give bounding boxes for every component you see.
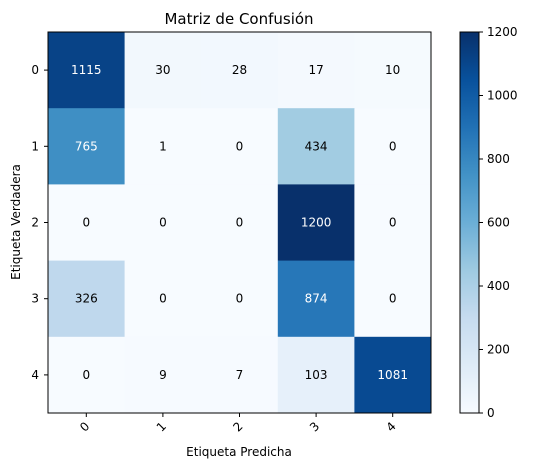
cell-value-label: 10 — [385, 63, 400, 77]
x-tick-label: 1 — [154, 419, 169, 434]
x-tick-label: 2 — [230, 419, 245, 434]
cell-value-label: 1081 — [377, 368, 408, 382]
heatmap-cell — [124, 336, 202, 414]
colorbar-tick-label: 0 — [487, 406, 495, 420]
y-tick-label: 1 — [31, 139, 39, 153]
y-tick-label: 0 — [31, 63, 39, 77]
heatmap-cell — [354, 108, 432, 185]
heatmap-cell — [277, 260, 355, 338]
chart-title: Matriz de Confusión — [164, 10, 313, 28]
heatmap-cell — [354, 32, 432, 109]
cell-value-label: 9 — [159, 368, 167, 382]
cell-value-label: 0 — [236, 139, 244, 153]
y-axis-label: Etiqueta Verdadera — [9, 164, 23, 280]
x-axis-ticks: 0 1 2 3 4 — [77, 413, 399, 435]
heatmap-cell — [277, 184, 355, 262]
heatmap-cell — [48, 108, 126, 185]
heatmap-cell — [201, 32, 279, 109]
cell-value-label: 30 — [155, 63, 170, 77]
cell-value-label: 0 — [82, 216, 90, 230]
heatmap-cell — [354, 336, 432, 414]
cell-value-label: 17 — [308, 63, 323, 77]
x-axis-label: Etiqueta Predicha — [186, 445, 292, 459]
cell-value-label: 0 — [82, 368, 90, 382]
heatmap-cell — [124, 32, 202, 109]
y-tick-label: 3 — [31, 292, 39, 306]
cell-value-label: 1115 — [71, 63, 102, 77]
cell-value-label: 0 — [236, 216, 244, 230]
heatmap-cell — [48, 260, 126, 338]
cell-value-label: 765 — [75, 139, 98, 153]
heatmap-cell — [201, 336, 279, 414]
heatmap-cell — [277, 336, 355, 414]
cell-value-label: 0 — [159, 292, 167, 306]
cell-value-label: 0 — [389, 216, 397, 230]
cell-value-label: 7 — [236, 368, 244, 382]
cell-value-label: 103 — [305, 368, 328, 382]
colorbar-tick-label: 1200 — [487, 25, 518, 39]
x-tick-label: 0 — [77, 419, 92, 434]
cell-value-label: 874 — [305, 292, 328, 306]
heatmap-cell — [277, 32, 355, 109]
cell-value-label: 0 — [389, 292, 397, 306]
heatmap-cell — [201, 260, 279, 338]
cell-value-label: 326 — [75, 292, 98, 306]
heatmap-cell — [48, 32, 126, 109]
colorbar-tick-label: 200 — [487, 343, 510, 357]
cell-value-label: 28 — [232, 63, 247, 77]
heatmap-cell — [124, 260, 202, 338]
heatmap-cell — [201, 184, 279, 262]
x-tick-label: 3 — [307, 419, 322, 434]
heatmap-cell — [48, 184, 126, 262]
colorbar-tick-label: 600 — [487, 216, 510, 230]
colorbar-tick-label: 1000 — [487, 89, 518, 103]
heatmap-cell — [201, 108, 279, 185]
cell-value-label: 0 — [159, 216, 167, 230]
y-tick-label: 2 — [31, 216, 39, 230]
heatmap-cells — [48, 32, 432, 414]
cell-value-label: 434 — [305, 139, 328, 153]
heatmap-cell — [354, 260, 432, 338]
cell-value-label: 0 — [236, 292, 244, 306]
heatmap-cell — [124, 108, 202, 185]
cell-value-label: 0 — [389, 139, 397, 153]
heatmap-cell — [277, 108, 355, 185]
heatmap-cell — [124, 184, 202, 262]
y-tick-label: 4 — [31, 368, 39, 382]
colorbar-tick-label: 400 — [487, 279, 510, 293]
heatmap-cell — [354, 184, 432, 262]
heatmap-cell — [48, 336, 126, 414]
cell-value-label: 1 — [159, 139, 167, 153]
colorbar — [459, 31, 480, 414]
colorbar-ticks: 0 200 400 600 800 1000 1200 — [479, 25, 518, 420]
cell-value-label: 1200 — [301, 216, 332, 230]
y-axis-ticks: 0 1 2 3 4 — [31, 63, 48, 382]
colorbar-tick-label: 800 — [487, 152, 510, 166]
x-tick-label: 4 — [384, 419, 399, 434]
